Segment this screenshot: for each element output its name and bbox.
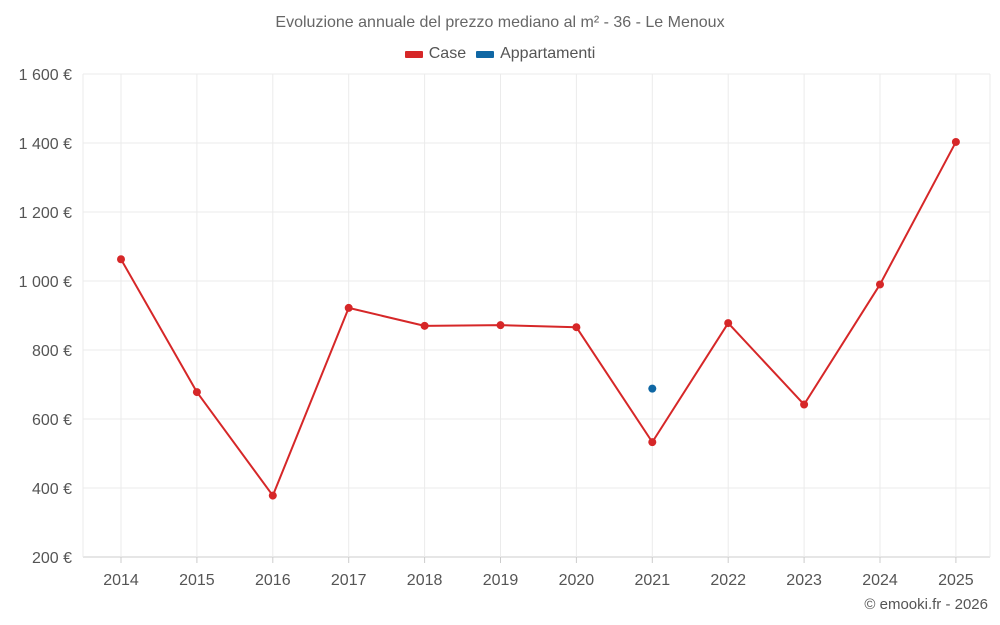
y-tick-label: 800 € <box>32 343 72 360</box>
data-point-case <box>192 388 201 397</box>
data-point-case <box>572 323 581 332</box>
y-tick-label: 400 € <box>32 481 72 498</box>
legend-label-case: Case <box>428 45 467 62</box>
x-tick-label: 2025 <box>938 572 974 589</box>
chart-title: Evoluzione annuale del prezzo mediano al… <box>275 14 725 31</box>
y-tick-label: 1 600 € <box>19 67 72 84</box>
x-tick-label: 2015 <box>179 572 215 589</box>
y-tick-label: 1 000 € <box>19 274 72 291</box>
data-point-case <box>420 321 429 330</box>
data-point-appartamenti <box>648 384 657 393</box>
x-tick-label: 2019 <box>483 572 519 589</box>
x-tick-label: 2016 <box>255 572 291 589</box>
x-tick-label: 2022 <box>710 572 746 589</box>
credit-text: © emooki.fr - 2026 <box>864 596 988 613</box>
x-tick-label: 2024 <box>862 572 898 589</box>
data-point-case <box>800 400 809 409</box>
y-tick-label: 1 200 € <box>19 205 72 222</box>
legend-item-appartamenti[interactable]: Appartamenti <box>476 45 595 63</box>
legend-label-appartamenti: Appartamenti <box>500 45 596 62</box>
data-point-case <box>268 491 277 500</box>
x-tick-label: 2020 <box>559 572 595 589</box>
legend-item-case[interactable]: Case <box>404 45 467 63</box>
x-tick-label: 2023 <box>786 572 822 589</box>
data-point-case <box>648 438 657 447</box>
x-tick-label: 2014 <box>103 572 139 589</box>
data-point-case <box>724 319 733 328</box>
data-point-case <box>496 321 505 330</box>
data-point-case <box>951 137 960 146</box>
x-tick-label: 2021 <box>635 572 671 589</box>
x-tick-label: 2018 <box>407 572 443 589</box>
x-tick-label: 2017 <box>331 572 367 589</box>
legend-swatch-case <box>404 50 423 58</box>
y-tick-label: 1 400 € <box>19 136 72 153</box>
y-tick-label: 200 € <box>32 550 72 567</box>
y-tick-label: 600 € <box>32 412 72 429</box>
legend-swatch-appartamenti <box>476 50 495 58</box>
series-line-case <box>120 141 957 497</box>
data-point-case <box>344 303 353 312</box>
data-point-case <box>876 280 884 289</box>
chart-legend: Case Appartamenti <box>0 45 1000 63</box>
data-point-case <box>117 255 125 264</box>
